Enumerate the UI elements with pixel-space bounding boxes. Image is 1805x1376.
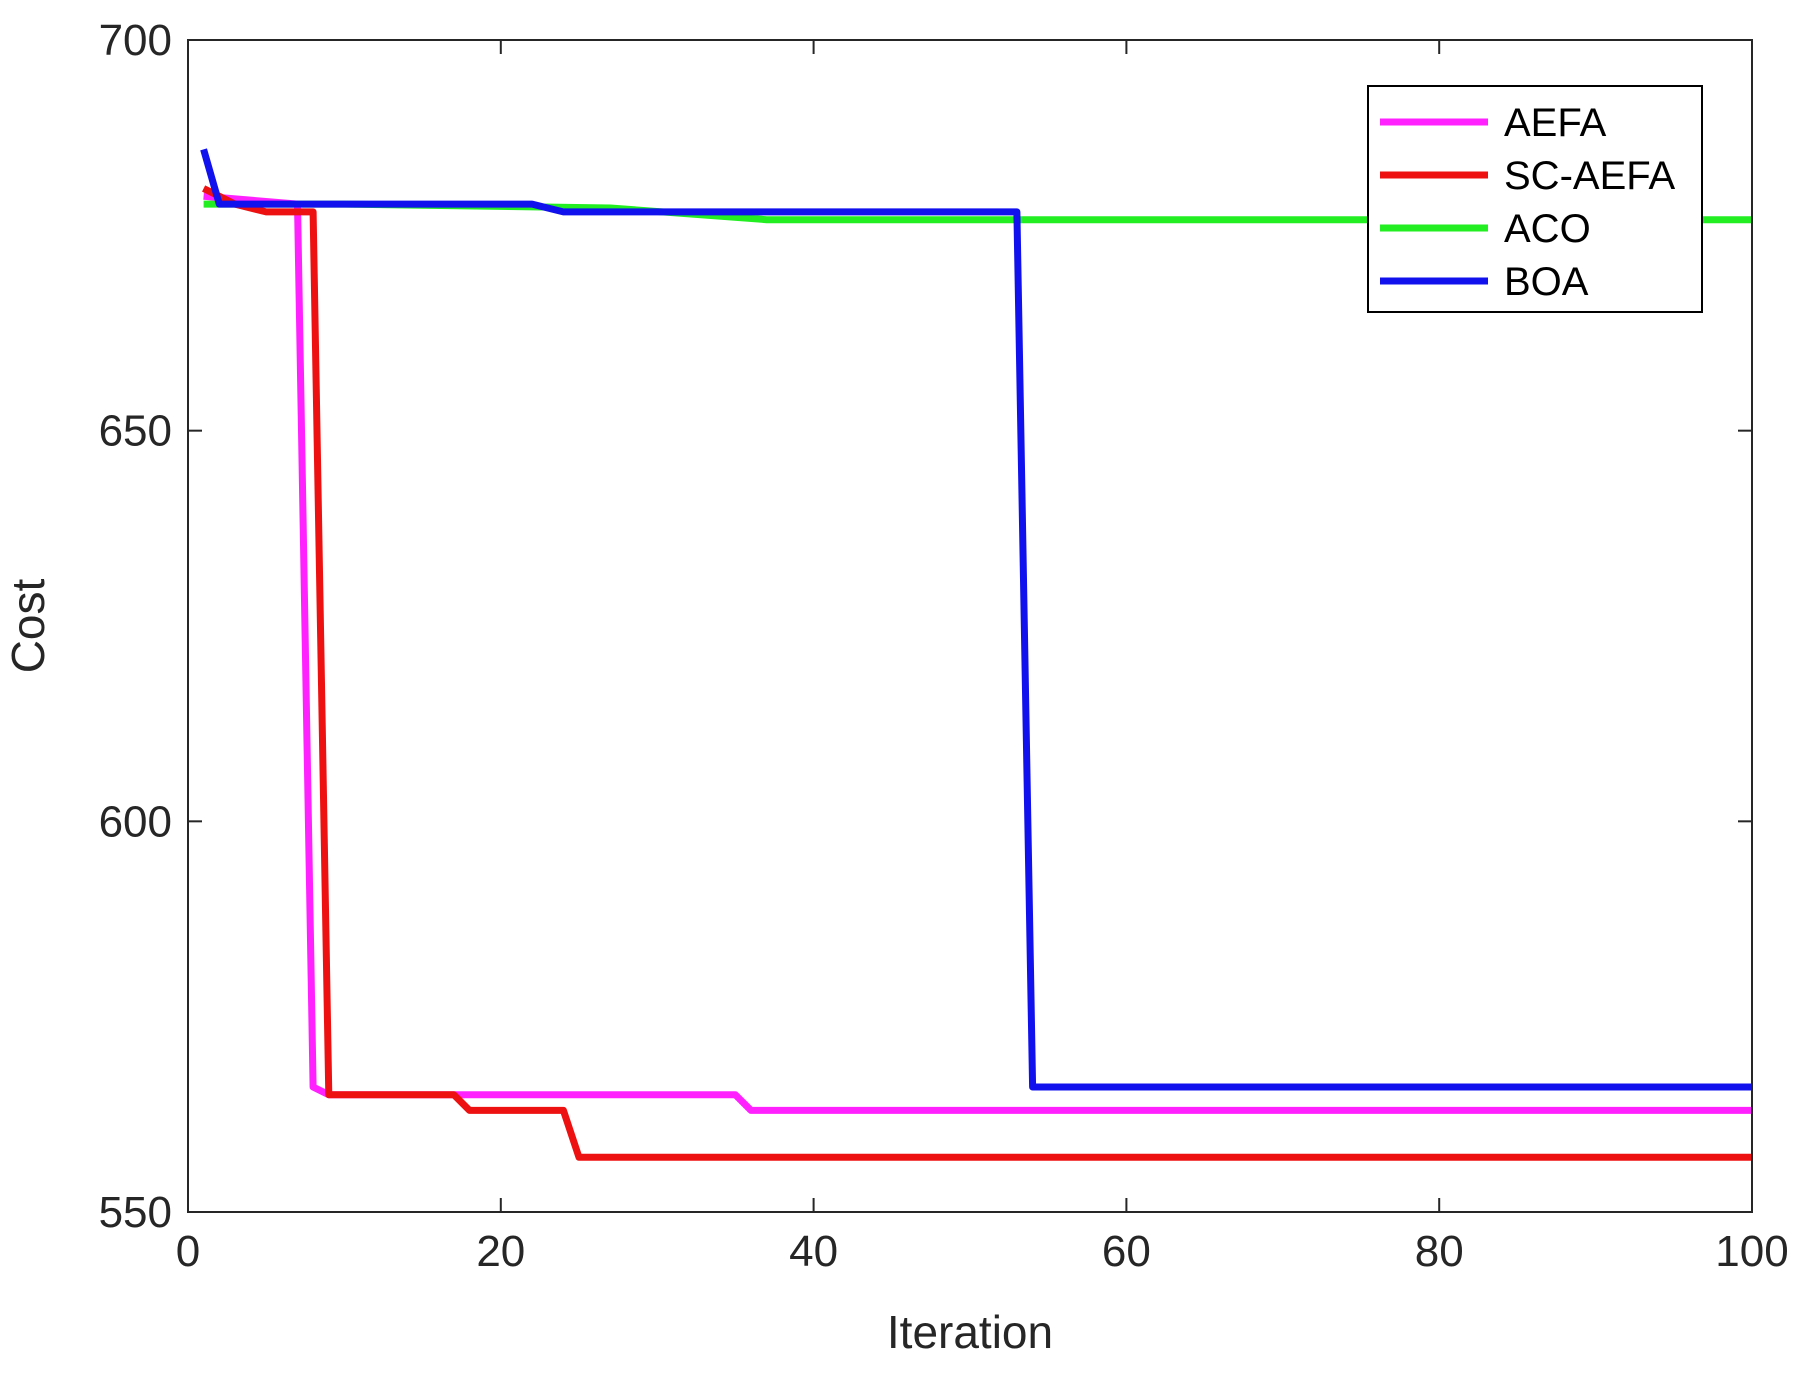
x-tick-label: 0	[176, 1227, 200, 1276]
y-axis-label: Cost	[2, 578, 54, 673]
legend-label-boa: BOA	[1504, 260, 1589, 304]
x-tick-label: 40	[789, 1227, 838, 1276]
x-tick-label: 60	[1102, 1227, 1151, 1276]
x-tick-label: 100	[1715, 1227, 1788, 1276]
axes-layer	[187, 39, 1753, 1213]
series-line-boa	[200, 148, 1752, 1091]
y-tick-label: 600	[99, 797, 172, 846]
x-tick-label: 20	[476, 1227, 525, 1276]
series-layer	[200, 148, 1752, 1161]
y-tick-label: 550	[99, 1188, 172, 1237]
ticks-layer: 0 20 40 60 80 100 550 600 650 700	[99, 16, 1789, 1276]
x-axis-label: Iteration	[887, 1306, 1053, 1358]
legend: AEFA SC-AEFA ACO BOA	[1367, 85, 1703, 313]
y-tick-label: 650	[99, 407, 172, 456]
legend-label-aco: ACO	[1504, 207, 1591, 251]
legend-label-sc-aefa: SC-AEFA	[1504, 154, 1675, 198]
x-tick-label: 80	[1415, 1227, 1464, 1276]
axes-frame	[187, 39, 1753, 1213]
legend-label-aefa: AEFA	[1504, 101, 1607, 145]
y-tick-label: 700	[99, 16, 172, 65]
